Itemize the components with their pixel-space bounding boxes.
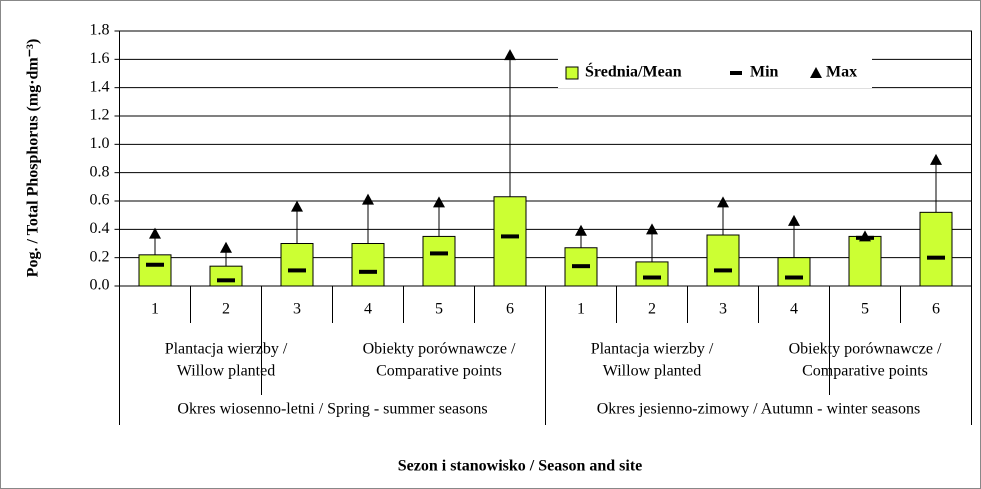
x-tick-label: 6 bbox=[506, 301, 514, 318]
y-tick-label: 0.4 bbox=[90, 220, 110, 237]
group-label: Willow planted bbox=[603, 363, 701, 380]
max-marker bbox=[859, 230, 871, 242]
min-marker bbox=[217, 278, 235, 283]
min-marker bbox=[927, 255, 945, 260]
legend-box bbox=[558, 58, 872, 88]
season-label: Okres jesienno-zimowy / Autumn - winter … bbox=[597, 401, 921, 418]
min-marker bbox=[572, 264, 590, 269]
max-marker bbox=[504, 49, 516, 61]
min-marker bbox=[501, 234, 519, 239]
group-label: Comparative points bbox=[802, 363, 928, 380]
x-tick-label: 2 bbox=[648, 301, 656, 318]
max-marker bbox=[930, 153, 942, 165]
bar bbox=[848, 235, 882, 287]
bar bbox=[919, 211, 953, 287]
group-label: Plantacja wierzby / bbox=[165, 341, 288, 358]
legend-label: Max bbox=[826, 64, 857, 81]
bar bbox=[777, 257, 811, 287]
bar bbox=[280, 243, 314, 287]
legend-label: Min bbox=[750, 64, 779, 81]
max-marker bbox=[362, 193, 374, 205]
bar bbox=[422, 235, 456, 287]
group-label: Obiekty porównawcze / bbox=[789, 341, 942, 358]
min-marker bbox=[643, 275, 661, 280]
legend-swatch bbox=[810, 67, 822, 78]
bar bbox=[351, 243, 385, 287]
y-axis-label: Pog. / Total Phosphorus (mg·dm⁻³) bbox=[25, 39, 42, 278]
bar bbox=[706, 234, 740, 287]
legend-swatch bbox=[730, 71, 742, 75]
x-tick-label: 1 bbox=[577, 301, 585, 318]
group-label: Plantacja wierzby / bbox=[591, 341, 714, 358]
max-marker bbox=[646, 223, 658, 235]
x-tick-label: 6 bbox=[932, 301, 940, 318]
min-marker bbox=[288, 268, 306, 273]
max-marker bbox=[220, 241, 232, 253]
group-label: Obiekty porównawcze / bbox=[363, 341, 516, 358]
max-marker bbox=[575, 224, 587, 236]
x-tick-label: 2 bbox=[222, 301, 230, 318]
min-marker bbox=[146, 262, 164, 267]
min-marker bbox=[785, 275, 803, 280]
max-marker bbox=[149, 227, 161, 239]
x-tick-label: 5 bbox=[861, 301, 869, 318]
bar bbox=[138, 254, 172, 287]
y-tick-label: 1.8 bbox=[90, 22, 110, 39]
x-tick-label: 3 bbox=[719, 301, 727, 318]
x-tick-label: 3 bbox=[293, 301, 301, 318]
x-tick-label: 4 bbox=[364, 301, 372, 318]
x-axis-label: Sezon i stanowisko / Season and site bbox=[398, 458, 643, 475]
x-tick-label: 4 bbox=[790, 301, 798, 318]
x-tick-label: 5 bbox=[435, 301, 443, 318]
y-tick-label: 0.0 bbox=[90, 277, 110, 294]
min-marker bbox=[714, 268, 732, 273]
y-tick-label: 1.0 bbox=[90, 135, 110, 152]
max-marker bbox=[291, 200, 303, 212]
group-label: Comparative points bbox=[376, 363, 502, 380]
season-label: Okres wiosenno-letni / Spring - summer s… bbox=[177, 401, 487, 418]
y-tick-label: 1.2 bbox=[90, 107, 110, 124]
y-tick-label: 1.4 bbox=[90, 78, 110, 95]
bar bbox=[209, 265, 243, 287]
bar bbox=[635, 261, 669, 287]
legend-label: Średnia/Mean bbox=[585, 62, 682, 81]
y-tick-label: 0.8 bbox=[90, 163, 110, 180]
y-tick-label: 0.6 bbox=[90, 192, 110, 209]
y-tick-label: 0.2 bbox=[90, 248, 110, 265]
max-marker bbox=[433, 196, 445, 208]
max-marker bbox=[788, 214, 800, 226]
group-label: Willow planted bbox=[177, 363, 275, 380]
y-tick-label: 1.6 bbox=[90, 50, 110, 67]
max-marker bbox=[717, 196, 729, 208]
x-tick-label: 1 bbox=[151, 301, 159, 318]
min-marker bbox=[430, 251, 448, 256]
bar bbox=[493, 196, 527, 287]
min-marker bbox=[359, 269, 377, 274]
legend-swatch bbox=[565, 66, 579, 80]
